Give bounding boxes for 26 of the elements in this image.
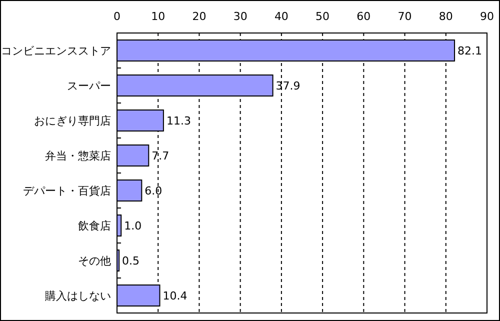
x-tick-label: 10: [151, 10, 166, 23]
y-tick-label: おにぎり専門店: [34, 114, 111, 128]
y-tick-label: コンビニエンスストア: [1, 44, 111, 58]
data-label: 0.5: [122, 254, 140, 268]
data-label: 7.7: [152, 150, 170, 162]
y-tick-label: デパート・百貨店: [23, 184, 111, 198]
y-tick-label: その他: [78, 254, 111, 268]
x-tick-label: 0: [114, 10, 120, 23]
data-label: 6.0: [144, 184, 162, 198]
x-tick-label: 90: [480, 10, 494, 23]
x-tick-label: 60: [356, 10, 371, 23]
data-label: 1.0: [124, 220, 142, 232]
y-tick-label: 購入はしない: [45, 290, 111, 302]
x-tick-label: 70: [398, 10, 412, 23]
y-tick-label: 弁当・惣菜店: [45, 150, 111, 162]
data-label: 82.1: [458, 44, 482, 58]
y-tick-label: 飲食店: [78, 220, 111, 232]
x-tick-label: 30: [233, 10, 248, 23]
data-label: 10.4: [162, 290, 188, 302]
x-tick-label: 50: [316, 10, 330, 23]
y-tick-label: スーパー: [67, 80, 111, 92]
x-tick-label: 20: [192, 10, 206, 23]
x-tick-label: 40: [274, 10, 288, 23]
data-label: 11.3: [166, 114, 191, 128]
x-tick-label: 80: [438, 10, 453, 23]
data-label: 37.9: [276, 80, 300, 92]
